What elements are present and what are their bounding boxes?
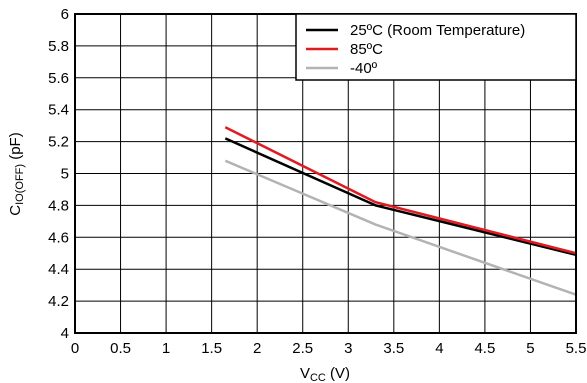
legend-label-minus40c: -40º [350,60,378,77]
y-axis-title-suffix: (pF) [7,132,24,164]
x-axis-title-suffix: (V) [326,365,350,382]
legend-label-25c: 25ºC (Room Temperature) [350,22,525,39]
y-tick-labels: 4 4.2 4.4 4.6 4.8 5 5.2 5.4 5.6 5.8 6 [48,6,69,342]
series-line-2 [224,159,577,296]
y-tick-label: 5.2 [48,134,69,151]
x-axis-title-main: V [300,365,310,382]
y-axis-title-main: C [7,205,24,216]
y-tick-label: 6 [61,6,69,23]
x-tick-label: 4.5 [474,340,495,357]
y-tick-label: 5.8 [48,38,69,55]
y-axis-title-sub: IO(OFF) [14,164,26,205]
y-tick-label: 4.2 [48,293,69,310]
x-tick-label: 4 [435,340,443,357]
x-tick-labels: 0 0.5 1 1.5 2 2.5 3 3.5 4 4.5 5 5.5 [71,340,587,357]
x-tick-label: 5.5 [566,340,587,357]
x-axis-title: VCC (V) [300,365,350,383]
x-axis-title-sub: CC [310,372,326,383]
x-tick-label: 3.5 [383,340,404,357]
y-tick-label: 4.8 [48,197,69,214]
y-tick-label: 4.4 [48,261,69,278]
x-tick-label: 1 [162,340,170,357]
x-tick-label: 0.5 [110,340,131,357]
x-tick-label: 0 [71,340,79,357]
series-line-1 [224,126,577,255]
y-axis-title: CIO(OFF) (pF) [7,132,26,215]
y-tick-label: 5 [61,166,69,183]
series-layer [224,126,577,296]
y-tick-label: 5.6 [48,70,69,87]
legend: 25ºC (Room Temperature) 85ºC -40º [295,13,577,81]
x-tick-label: 3 [344,340,352,357]
y-tick-label: 4 [61,325,69,342]
y-tick-label: 4.6 [48,229,69,246]
x-tick-label: 2.5 [292,340,313,357]
series-line-0 [224,137,577,257]
x-tick-label: 2 [253,340,261,357]
y-tick-label: 5.4 [48,102,69,119]
legend-label-85c: 85ºC [350,41,383,58]
x-tick-label: 5 [526,340,534,357]
x-tick-label: 1.5 [201,340,222,357]
legend-box [295,13,577,81]
